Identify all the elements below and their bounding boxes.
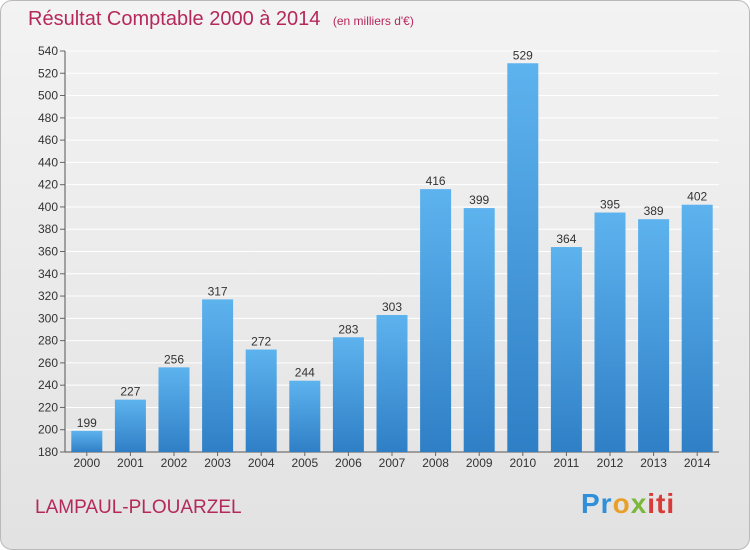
bar <box>550 247 582 452</box>
bar <box>507 63 539 452</box>
proxiti-logo: Proxiti <box>581 488 675 520</box>
bar <box>158 367 190 452</box>
logo-part: o <box>612 488 631 519</box>
y-tick-label: 460 <box>38 133 58 147</box>
y-tick-label: 540 <box>38 44 58 58</box>
x-tick-label: 2004 <box>248 456 275 470</box>
y-tick-label: 480 <box>38 111 58 125</box>
y-tick-label: 340 <box>38 267 58 281</box>
y-tick-label: 300 <box>38 311 58 325</box>
x-tick-label: 2002 <box>161 456 188 470</box>
title-unit: (en milliers d'€) <box>332 14 414 28</box>
y-tick-label: 380 <box>38 222 58 236</box>
bar <box>289 380 321 452</box>
bar <box>245 349 277 452</box>
bar <box>638 219 670 452</box>
data-label: 317 <box>208 284 228 298</box>
x-tick-label: 2001 <box>117 456 144 470</box>
y-tick-label: 220 <box>38 400 58 414</box>
data-label: 303 <box>382 300 402 314</box>
bar <box>594 212 626 452</box>
x-tick-label: 2000 <box>73 456 100 470</box>
y-tick-label: 400 <box>38 200 58 214</box>
y-tick-label: 200 <box>38 423 58 437</box>
bar <box>71 430 103 452</box>
logo-part: x <box>630 488 648 519</box>
bar <box>332 337 364 452</box>
logo-part: iti <box>647 488 676 519</box>
bar <box>420 189 452 452</box>
data-label: 529 <box>513 48 533 62</box>
x-tick-label: 2013 <box>640 456 667 470</box>
y-tick-label: 260 <box>38 356 58 370</box>
bar <box>681 204 713 452</box>
bar <box>202 299 234 452</box>
data-label: 399 <box>469 193 489 207</box>
x-tick-label: 2014 <box>684 456 711 470</box>
data-label: 227 <box>120 385 140 399</box>
title-main: Résultat Comptable 2000 à 2014 <box>28 8 321 30</box>
x-tick-label: 2008 <box>422 456 449 470</box>
data-label: 283 <box>338 322 358 336</box>
y-tick-label: 440 <box>38 155 58 169</box>
data-label: 244 <box>295 366 315 380</box>
x-tick-label: 2006 <box>335 456 362 470</box>
data-label: 199 <box>77 416 97 430</box>
logo-part: Pr <box>581 488 613 519</box>
y-tick-label: 240 <box>38 378 58 392</box>
x-tick-label: 2011 <box>553 456 579 470</box>
data-label: 395 <box>600 198 620 212</box>
commune-name: LAMPAUL-PLOUARZEL <box>35 497 242 518</box>
y-tick-label: 320 <box>38 289 58 303</box>
x-tick-label: 2010 <box>509 456 536 470</box>
y-tick-label: 180 <box>38 445 58 459</box>
x-tick-label: 2005 <box>291 456 318 470</box>
x-tick-label: 2009 <box>466 456 493 470</box>
x-tick-label: 2007 <box>379 456 406 470</box>
bar <box>376 314 408 452</box>
chart-title: Résultat Comptable 2000 à 2014 (en milli… <box>28 8 414 31</box>
x-tick-label: 2003 <box>204 456 231 470</box>
bar <box>463 208 495 452</box>
data-label: 272 <box>251 335 271 349</box>
data-label: 389 <box>644 204 664 218</box>
y-tick-label: 360 <box>38 245 58 259</box>
y-tick-label: 420 <box>38 178 58 192</box>
data-label: 256 <box>164 352 184 366</box>
data-label: 416 <box>426 174 446 188</box>
bar <box>114 399 146 452</box>
data-label: 402 <box>687 190 707 204</box>
y-tick-label: 280 <box>38 334 58 348</box>
data-label: 364 <box>556 232 576 246</box>
y-tick-label: 500 <box>38 89 58 103</box>
y-tick-label: 520 <box>38 66 58 80</box>
x-tick-label: 2012 <box>597 456 624 470</box>
